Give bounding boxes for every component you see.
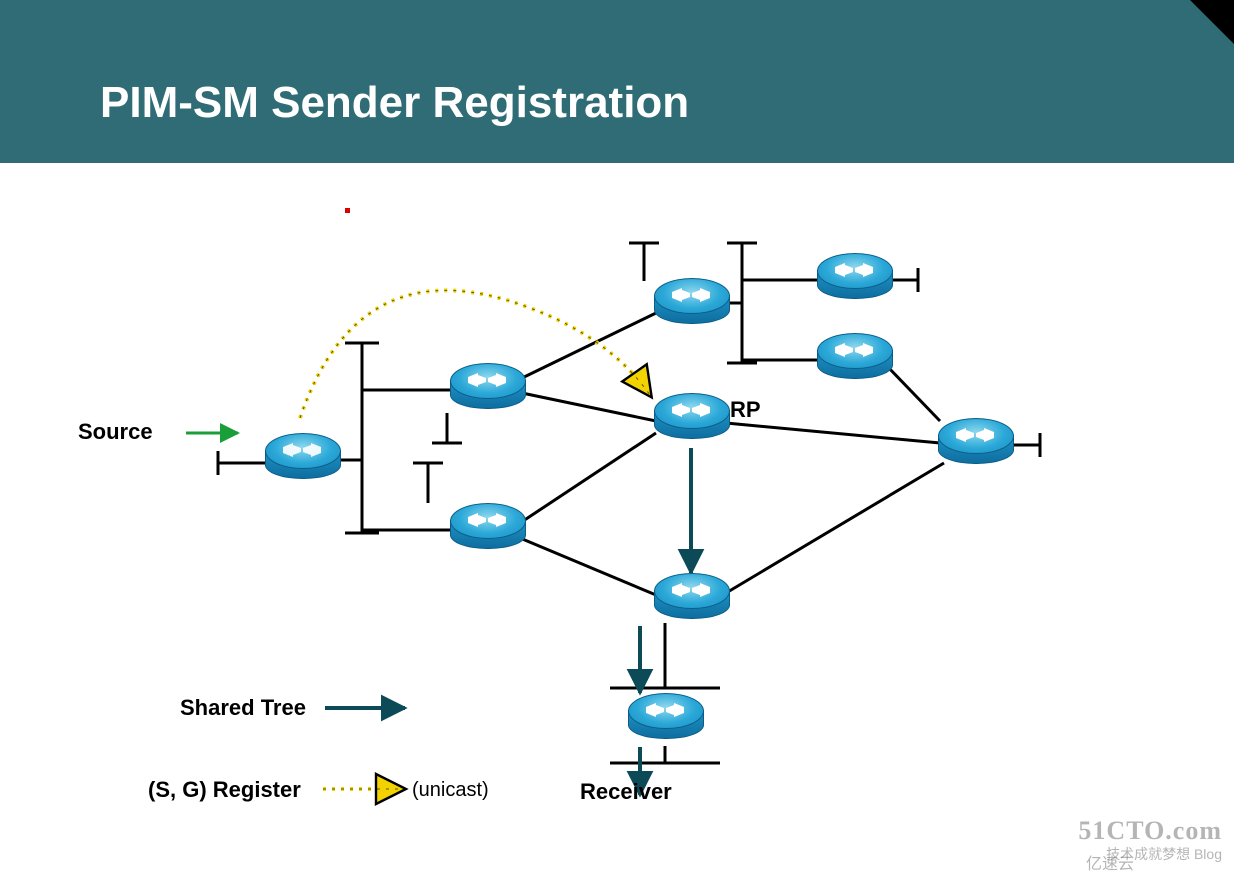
legend-shared-tree: Shared Tree xyxy=(180,695,306,721)
legend-register: (S, G) Register xyxy=(148,777,301,803)
watermark-51cto: 51CTO.com xyxy=(1078,816,1222,846)
network-links xyxy=(0,163,1234,880)
router-r2 xyxy=(450,503,524,557)
router-r1 xyxy=(450,363,524,417)
router-rp xyxy=(654,393,728,447)
router-r7 xyxy=(938,418,1012,472)
label-rp: RP xyxy=(730,397,761,423)
page-title: PIM-SM Sender Registration xyxy=(100,78,689,128)
label-receiver: Receiver xyxy=(580,779,672,805)
router-r4 xyxy=(654,573,728,627)
slide-header: PIM-SM Sender Registration xyxy=(0,0,1234,163)
watermark-yisu: 亿速云 xyxy=(1086,850,1134,874)
legend-register-note: (unicast) xyxy=(412,779,489,802)
diagram-canvas: Source RP Receiver Shared Tree (S, G) Re… xyxy=(0,163,1234,880)
router-r6 xyxy=(817,333,891,387)
label-source: Source xyxy=(78,419,153,445)
router-r3 xyxy=(654,278,728,332)
router-r5 xyxy=(817,253,891,307)
router-receiver xyxy=(628,693,702,747)
corner-decor xyxy=(1190,0,1234,44)
router-source xyxy=(265,433,339,487)
